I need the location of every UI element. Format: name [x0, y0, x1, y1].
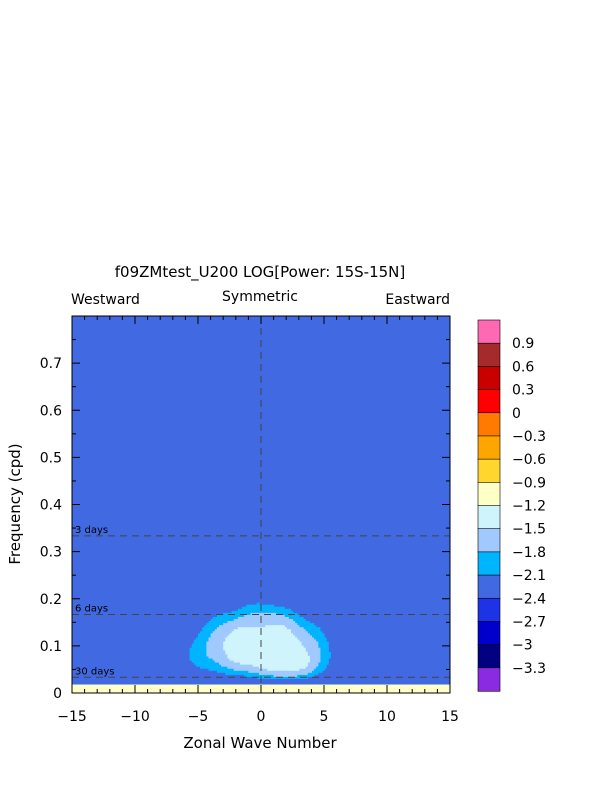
- subtitle-eastward: Eastward: [385, 292, 450, 308]
- colorbar-label: 0: [512, 406, 521, 422]
- colorbar-swatch: [477, 412, 501, 437]
- colorbar-swatch: [477, 389, 501, 414]
- colorbar-label: −0.9: [512, 475, 546, 491]
- colorbar-label: −1.2: [512, 499, 546, 515]
- subtitle-westward: Westward: [71, 292, 140, 308]
- colorbar-label: −2.1: [512, 568, 546, 584]
- x-tick-label: 15: [441, 709, 459, 725]
- colorbar-label: −3: [512, 638, 533, 654]
- contour-band--2.1: [189, 602, 331, 679]
- y-tick-label: 0: [53, 686, 62, 702]
- colorbar-swatch: [477, 597, 501, 623]
- colorbar-swatch: [477, 621, 501, 646]
- colorbar-swatch: [477, 435, 501, 460]
- colorbar-swatch: [477, 366, 501, 391]
- colorbar-label: 0.9: [512, 336, 534, 352]
- x-axis-label: Zonal Wave Number: [183, 734, 337, 752]
- y-tick-label: 0.4: [40, 498, 62, 514]
- colorbar-label: −2.4: [512, 591, 546, 607]
- colorbar-swatch: [477, 574, 501, 599]
- colorbar-swatch: [477, 342, 501, 367]
- period-label: 3 days: [75, 525, 108, 536]
- y-tick-label: 0.6: [40, 403, 62, 419]
- colorbar-label: 0.6: [512, 359, 534, 375]
- x-tick-label: 0: [257, 709, 266, 725]
- x-tick-label: 5: [320, 709, 329, 725]
- x-tick-label: 10: [378, 709, 396, 725]
- colorbar-label: −0.6: [512, 452, 546, 468]
- colorbar-swatch: [477, 319, 501, 344]
- colorbar-label: −2.7: [512, 614, 546, 630]
- y-tick-label: 0.1: [40, 639, 62, 655]
- colorbar-swatch: [477, 644, 501, 669]
- colorbar-swatch: [477, 551, 501, 576]
- colorbar-swatch: [477, 458, 501, 483]
- colorbar-swatch: [477, 505, 501, 530]
- colorbar: 0.9 0.6 0.3 0 −0.3 −0.6 −0.9 −1.2 −1.5 −1.8 −2.1 −2…: [477, 319, 546, 692]
- colorbar-label: −1.5: [512, 522, 546, 538]
- y-tick-label: 0.7: [40, 356, 62, 372]
- plot-area: [72, 316, 450, 693]
- plot-overlay: 3 days 6 days 30 days: [72, 316, 450, 693]
- contour-band--1.8: [206, 612, 321, 677]
- y-tick-label: 0.3: [40, 545, 62, 561]
- colorbar-label: −0.3: [512, 429, 546, 445]
- period-label: 6 days: [75, 603, 108, 614]
- x-tick-label: −10: [120, 709, 150, 725]
- period-label: 30 days: [75, 666, 115, 677]
- y-axis-label: Frequency (cpd): [6, 443, 24, 564]
- colorbar-label: 0.3: [512, 383, 534, 399]
- y-tick-label: 0.2: [40, 592, 62, 608]
- colorbar-label: −1.8: [512, 545, 546, 561]
- axes: −15 −10 −5 0 5 10 15 0 0.1 0.2 0.3 0.4 0.5 0.6 0.7: [40, 316, 459, 725]
- colorbar-swatch: [477, 667, 501, 692]
- chart-title: f09ZMtest_U200 LOG[Power: 15S-15N]: [115, 263, 405, 282]
- colorbar-swatch: [477, 482, 501, 507]
- x-tick-label: −5: [188, 709, 209, 725]
- subtitle-symmetric: Symmetric: [222, 289, 298, 305]
- x-tick-label: −15: [57, 709, 87, 725]
- colorbar-label: −3.3: [512, 661, 546, 677]
- colorbar-swatch: [477, 528, 501, 553]
- y-tick-label: 0.5: [40, 450, 62, 466]
